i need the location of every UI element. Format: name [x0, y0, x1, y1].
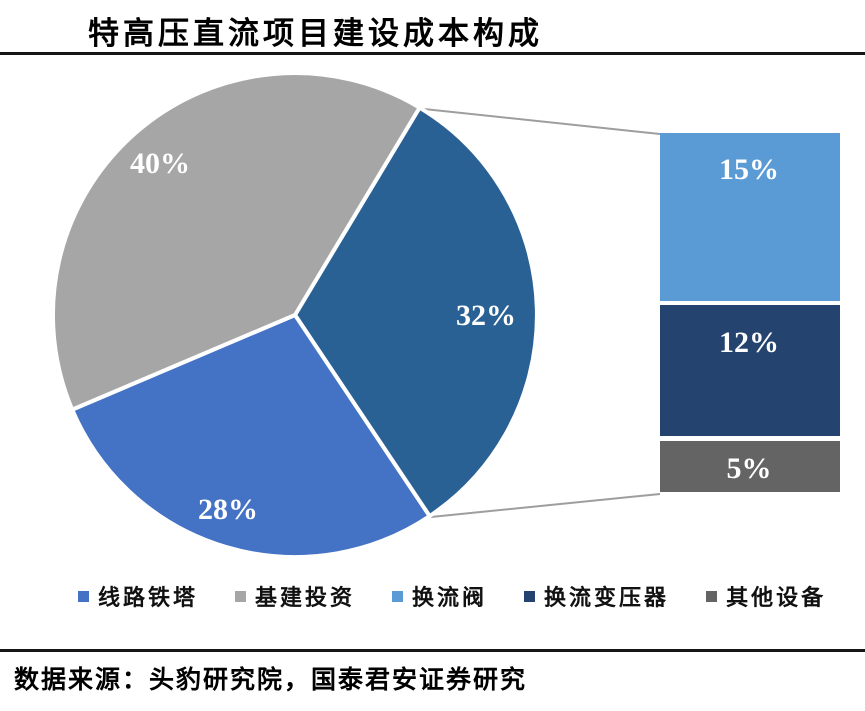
legend-label-converter-transformer: 换流变压器 [544, 585, 670, 611]
bar-labels: 15% 12% 5% [719, 153, 779, 485]
bar-label-15: 15% [719, 153, 779, 186]
pie-labels: 40% 32% 28% [130, 147, 516, 526]
legend-item-line-towers: 线路铁塔 [78, 580, 198, 612]
bar-of-pie-chart: 40% 32% 28% 15% 12% 5% [51, 71, 840, 560]
pie-label-32: 32% [456, 299, 516, 332]
legend-swatch-navy-icon [524, 590, 536, 602]
chart-legend: 线路铁塔 基建投资 换流阀 换流变压器 其他设备 [0, 580, 865, 612]
legend-swatch-blue-icon [78, 590, 89, 602]
legend-item-infrastructure: 基建投资 [235, 580, 355, 612]
chart-title: 特高压直流项目建设成本构成 [88, 16, 543, 52]
legend-swatch-lightblue-icon [392, 590, 404, 602]
bar-label-12: 12% [719, 326, 779, 359]
legend-item-other-equipment: 其他设备 [706, 580, 826, 612]
legend-label-line-towers: 线路铁塔 [98, 585, 199, 611]
connector-line-bottom [430, 493, 661, 518]
pie-label-40: 40% [130, 147, 190, 180]
breakdown-bar [660, 133, 840, 492]
legend-label-converter-valve: 换流阀 [412, 585, 488, 611]
pie-label-28: 28% [198, 493, 258, 526]
pie-slice-infrastructure [51, 71, 422, 412]
bar-segment-converter-transformer [660, 305, 840, 436]
pie-slice-line-towers [70, 313, 432, 560]
legend-label-infrastructure: 基建投资 [255, 585, 356, 611]
series-connector-lines [423, 108, 661, 518]
connector-line-top [423, 108, 661, 135]
legend-item-converter-valve: 换流阀 [392, 580, 487, 612]
bar-label-5: 5% [727, 452, 772, 485]
legend-swatch-darkgray-icon [706, 590, 718, 602]
title-underline [0, 52, 865, 55]
pie-slice-equipment-group [293, 105, 539, 519]
legend-label-other-equipment: 其他设备 [726, 585, 827, 611]
pie-chart [51, 71, 539, 560]
legend-swatch-gray-icon [235, 590, 247, 602]
legend-item-converter-transformer: 换流变压器 [524, 580, 669, 612]
bar-segment-converter-valve [660, 133, 840, 301]
data-source-text: 数据来源：头豹研究院，国泰君安证券研究 [14, 665, 528, 694]
footer-rule [0, 649, 865, 652]
bar-segment-other-equipment [660, 441, 840, 492]
